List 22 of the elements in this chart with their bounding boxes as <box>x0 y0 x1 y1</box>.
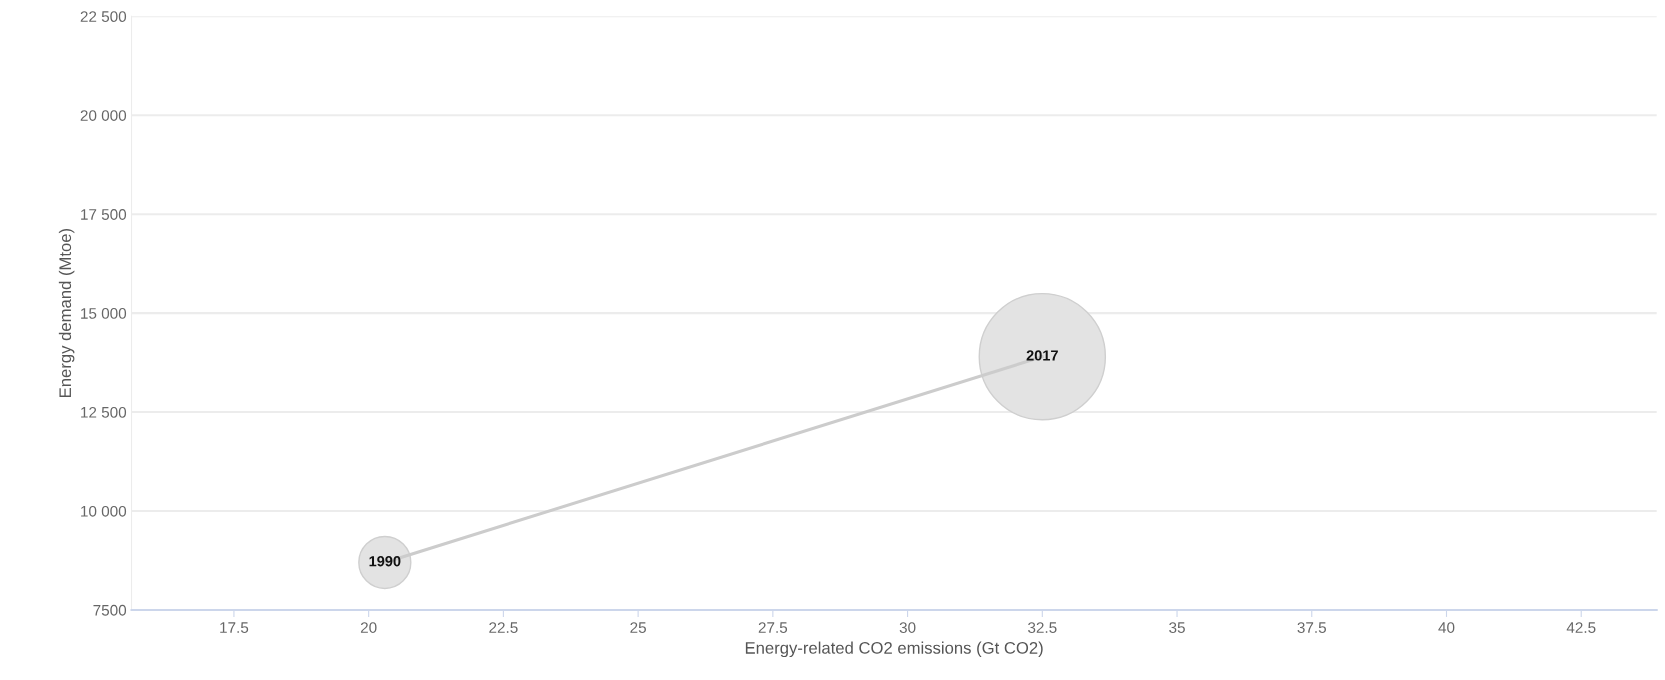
y-tick-label: 15 000 <box>81 308 127 319</box>
x-tick-label: 37.5 <box>1297 622 1326 633</box>
x-tick-label: 42.5 <box>1566 622 1596 633</box>
x-tick-label: 22.5 <box>489 622 518 633</box>
x-axis-title: Energy-related CO2 emissions (Gt CO2) <box>745 641 1043 658</box>
y-tick-label: 7500 <box>93 604 127 616</box>
y-tick-label: 12 500 <box>81 406 127 418</box>
y-tick-label: 17 500 <box>81 209 127 220</box>
y-axis-title: Energy demand (Mtoe) <box>58 228 75 397</box>
annotation: 1990 <box>369 556 401 567</box>
y-tick-label: 20 000 <box>80 110 127 121</box>
x-tick-label: 17.5 <box>220 622 249 633</box>
x-tick-label: 20 <box>360 622 377 633</box>
x-tick-label: 35 <box>1169 622 1185 633</box>
x-tick-label: 30 <box>899 622 916 633</box>
annotation: 2017 <box>1026 350 1058 361</box>
y-tick-label: 22 500 <box>80 11 127 23</box>
x-tick-label: 40 <box>1438 622 1455 633</box>
x-tick-label: 27.5 <box>758 622 788 633</box>
x-tick-label: 25 <box>630 622 646 633</box>
x-tick-label: 32.5 <box>1028 622 1057 633</box>
y-tick-label: 10 000 <box>81 505 127 517</box>
